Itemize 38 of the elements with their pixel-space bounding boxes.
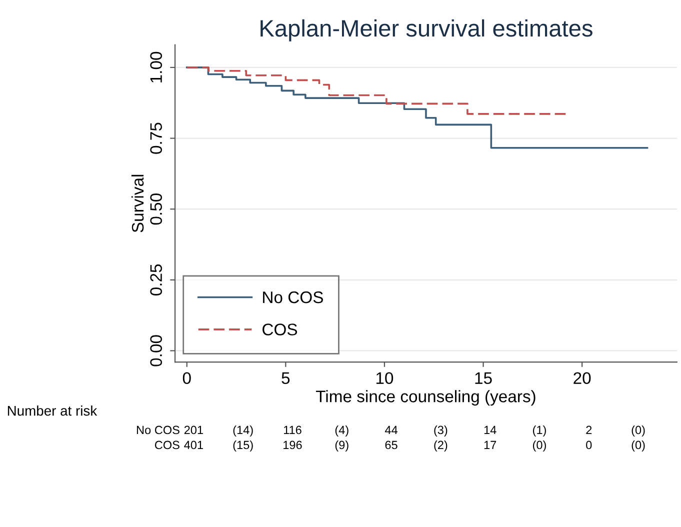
- chart-title: Kaplan-Meier survival estimates: [260, 19, 592, 42]
- text: 201: [184, 426, 203, 434]
- text: No COS: [136, 426, 180, 434]
- text: 65: [385, 440, 398, 450]
- text: 196: [284, 440, 302, 450]
- y-tick-label: 0.50: [150, 194, 162, 225]
- text: 2: [586, 426, 592, 434]
- y-tick-label: 0.75: [150, 122, 162, 154]
- y-tick-label: 0.00: [150, 335, 162, 366]
- legend-label: No COS: [263, 291, 323, 304]
- legend-label: COS: [262, 324, 298, 336]
- text: 0: [586, 440, 592, 450]
- text: (9): [335, 440, 348, 452]
- y-axis-title: Survival: [131, 174, 144, 232]
- text: COS: [154, 440, 180, 450]
- text: (0): [632, 425, 645, 436]
- text: (14): [233, 425, 253, 436]
- text: (0): [532, 440, 546, 452]
- text: (0): [632, 440, 645, 452]
- text: 14: [484, 426, 496, 434]
- text: 17: [484, 440, 496, 450]
- text: (3): [434, 425, 448, 436]
- x-tick-label: 20: [574, 372, 591, 384]
- text: 44: [384, 426, 398, 434]
- text: (1): [532, 425, 546, 436]
- x-tick-label: 10: [376, 372, 394, 384]
- x-tick-label: 5: [282, 372, 290, 384]
- y-tick-label: 0.25: [150, 264, 162, 296]
- x-tick-label: 0: [182, 372, 191, 384]
- x-tick-label: 15: [475, 372, 492, 384]
- text: (2): [434, 440, 448, 452]
- text: 401: [184, 440, 203, 450]
- text: (15): [233, 440, 253, 452]
- text: (4): [335, 425, 348, 436]
- text: Number at risk: [8, 406, 98, 416]
- y-tick-label: 1.00: [150, 52, 162, 82]
- text: 116: [284, 426, 302, 434]
- x-axis-title: Time since counseling (years): [316, 390, 536, 406]
